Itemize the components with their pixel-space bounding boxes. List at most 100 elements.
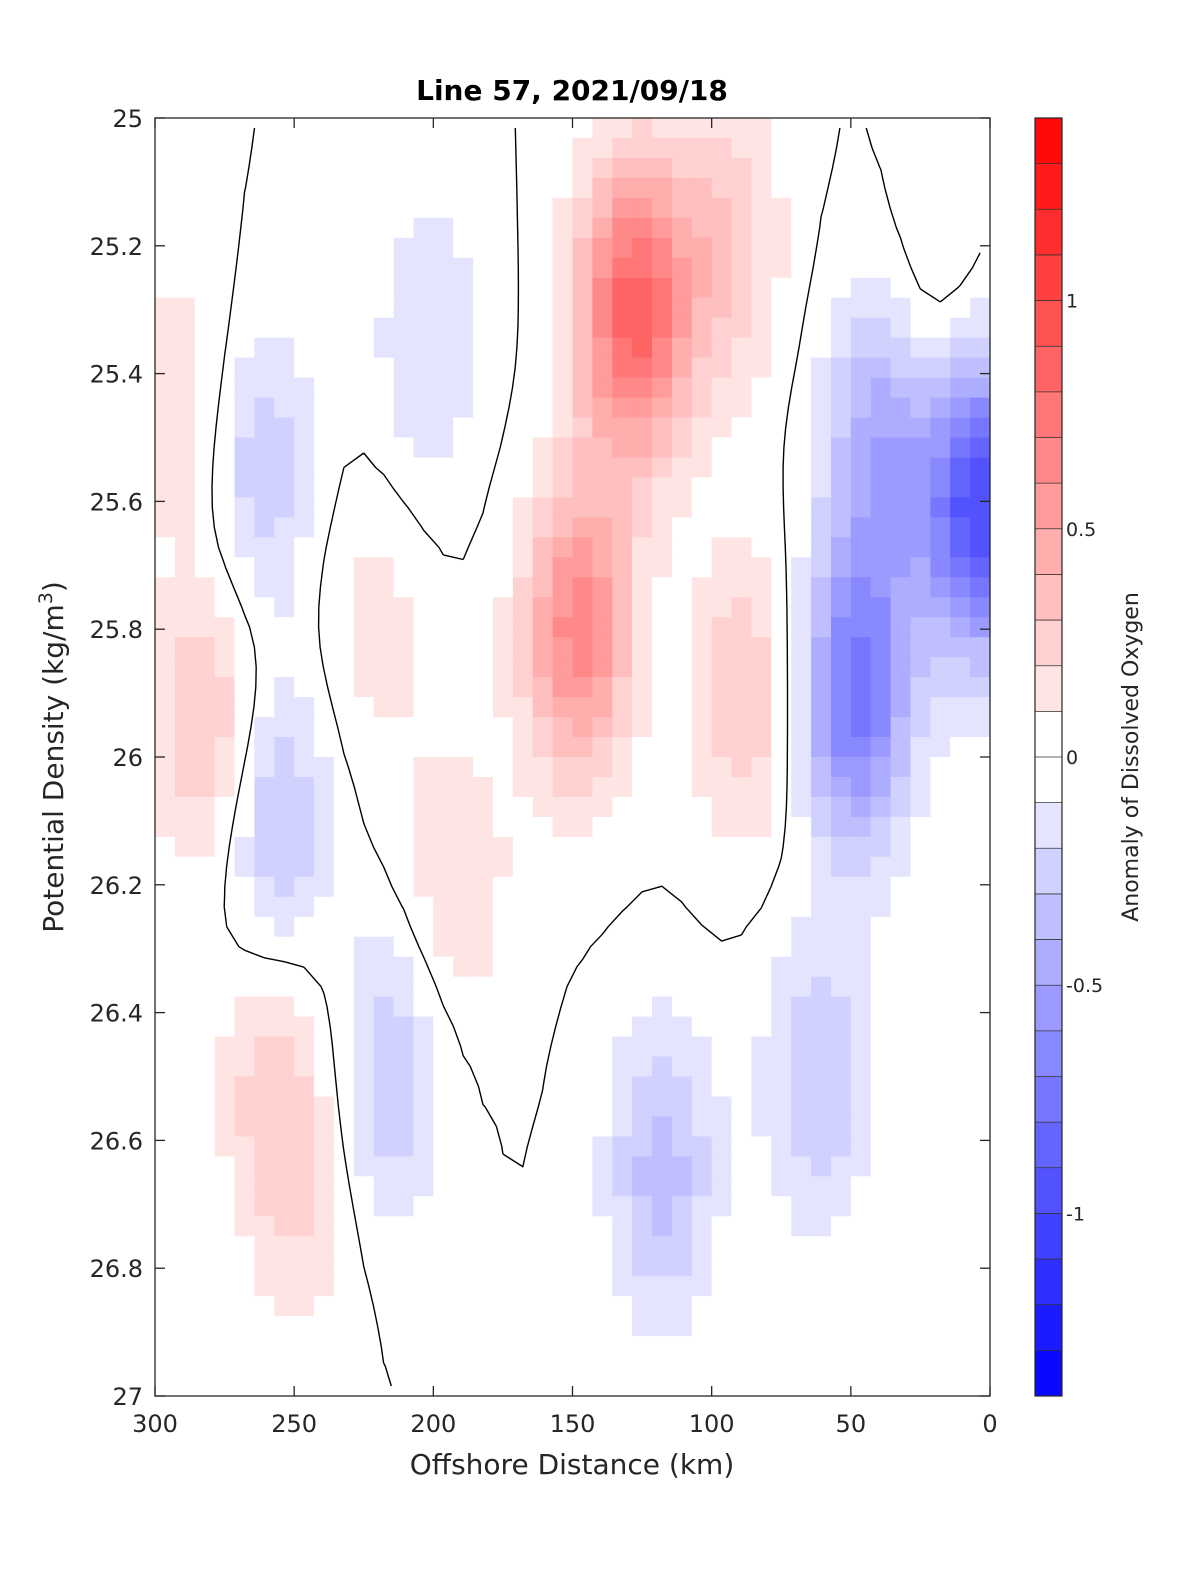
field-cell [552, 1016, 574, 1038]
field-cell [671, 1376, 693, 1396]
field-cell [890, 197, 912, 219]
field-cell [294, 1176, 315, 1198]
field-cell [850, 1016, 872, 1038]
field-cell [552, 856, 574, 878]
field-cell [155, 777, 176, 798]
field-cell [890, 597, 912, 619]
field-cell [234, 896, 256, 918]
field-cell [632, 118, 653, 139]
field-cell [671, 1316, 693, 1337]
field-cell [711, 317, 733, 339]
field-cell [174, 717, 196, 738]
field-cell [890, 497, 912, 519]
colorbar-swatch [1035, 620, 1062, 667]
field-cell [632, 1136, 653, 1158]
field-cell [552, 956, 574, 978]
field-cell [791, 757, 812, 778]
field-cell [174, 677, 196, 698]
field-cell [433, 1116, 454, 1138]
field-cell [652, 916, 673, 938]
field-cell [950, 1136, 971, 1158]
field-cell [294, 217, 315, 239]
field-cell [174, 1136, 196, 1158]
field-cell [314, 197, 335, 219]
field-cell [353, 836, 375, 858]
field-cell [731, 1016, 753, 1038]
field-cell [552, 577, 574, 599]
field-cell [791, 1016, 812, 1038]
field-cell [493, 197, 514, 219]
field-cell [870, 257, 892, 279]
field-cell [512, 737, 534, 758]
field-cell [731, 1116, 753, 1138]
field-cell [413, 737, 435, 758]
field-cell [532, 1036, 554, 1058]
field-cell [473, 1196, 494, 1218]
field-cell [333, 1116, 355, 1138]
field-cell [870, 1016, 892, 1038]
field-cell [194, 217, 216, 239]
field-cell [970, 757, 990, 778]
field-cell [731, 397, 753, 419]
field-cell [870, 437, 892, 459]
field-cell [811, 757, 832, 778]
field-cell [493, 397, 514, 419]
field-cell [234, 1056, 256, 1078]
field-cell [930, 896, 952, 918]
field-cell [671, 497, 693, 519]
field-cell [592, 577, 614, 599]
field-cell [294, 317, 315, 339]
field-cell [930, 157, 952, 179]
field-cell [493, 177, 514, 199]
field-cell [890, 1096, 912, 1118]
field-cell [612, 1256, 633, 1277]
field-cell [910, 836, 932, 858]
field-cell [890, 377, 912, 399]
field-cell [910, 138, 932, 159]
field-cell [831, 996, 852, 1018]
field-cell [314, 737, 335, 758]
field-cell [512, 996, 534, 1018]
field-cell [691, 1216, 713, 1238]
field-cell [950, 796, 971, 818]
field-cell [353, 497, 375, 519]
field-cell [711, 1236, 733, 1258]
field-cell [413, 1076, 435, 1098]
field-cell [930, 1156, 952, 1178]
field-cell [214, 617, 236, 638]
field-cell [731, 1316, 753, 1337]
field-cell [950, 1276, 971, 1297]
field-cell [870, 1096, 892, 1118]
field-cell [791, 617, 812, 638]
field-cell [592, 297, 614, 319]
field-cell [254, 1096, 276, 1118]
field-cell [811, 796, 832, 818]
field-cell [155, 1336, 176, 1357]
field-cell [910, 1076, 932, 1098]
field-cell [930, 836, 952, 858]
field-cell [274, 1296, 295, 1317]
field-cell [632, 177, 653, 199]
field-cell [970, 1216, 990, 1238]
field-cell [234, 1256, 256, 1277]
field-cell [592, 337, 614, 359]
field-cell [413, 657, 435, 678]
field-cell [791, 1116, 812, 1138]
field-cell [711, 1216, 733, 1238]
field-cell [473, 1096, 494, 1118]
field-cell [811, 896, 832, 918]
field-cell [373, 437, 395, 459]
field-cell [632, 1016, 653, 1038]
field-cell [632, 537, 653, 559]
field-cell [811, 557, 832, 579]
field-cell [274, 1236, 295, 1258]
field-cell [433, 277, 454, 299]
field-cell [652, 457, 673, 479]
field-cell [850, 816, 872, 838]
field-cell [910, 1176, 932, 1198]
field-cell [274, 1276, 295, 1297]
field-cell [811, 1256, 832, 1277]
field-cell [612, 757, 633, 778]
field-cell [333, 657, 355, 678]
